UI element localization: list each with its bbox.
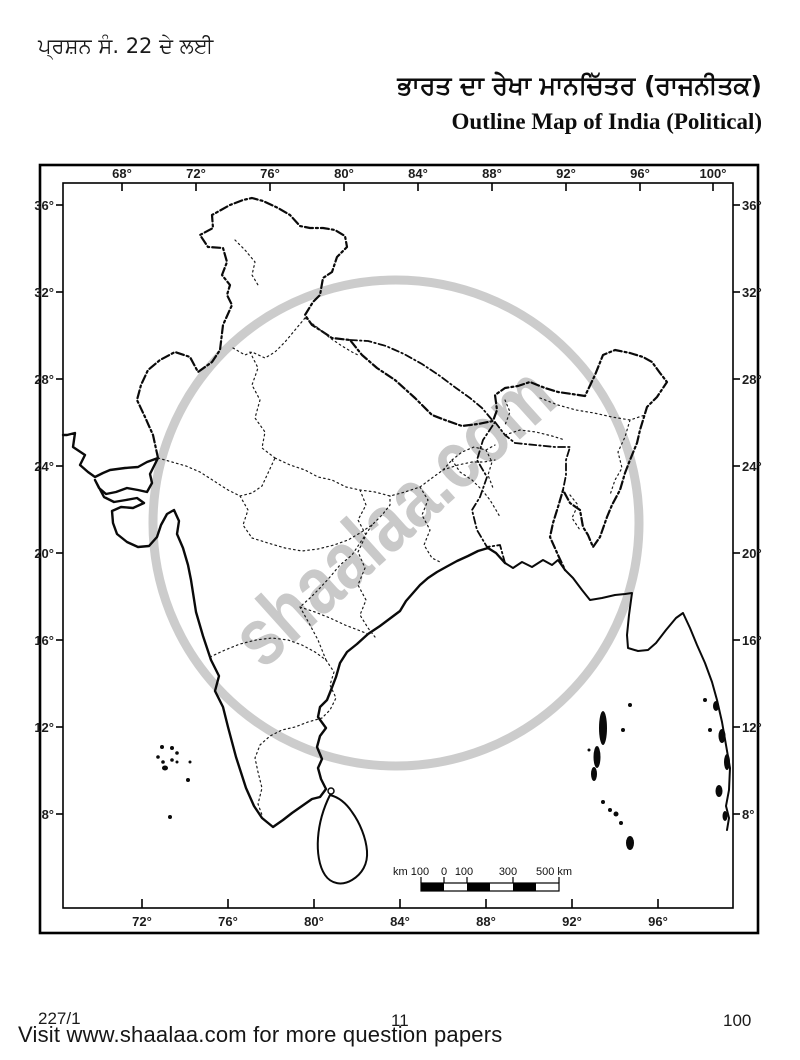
latitude-labels-left: 36° 32° 28° 24° 20° 16° 12° 8° [34,198,54,822]
lon-label-top: 80° [334,166,354,181]
lon-label-bottom: 96° [648,914,668,929]
longitude-labels-bottom: 72° 76° 80° 84° 88° 92° 96° [132,914,668,929]
nepal-north-border [349,339,494,422]
lat-label-right: 24° [742,459,762,474]
watermark-circle [148,275,644,771]
watermark-text: shaalaa.com [214,349,572,684]
watermark: shaalaa.com [148,275,644,771]
scale-label: 500 km [536,866,572,878]
lon-label-top: 72° [186,166,206,181]
lat-label-left: 12° [34,720,54,735]
lat-label-left: 32° [34,285,54,300]
scale-label: 300 [499,866,517,878]
lon-label-top: 92° [556,166,576,181]
lat-label-right: 28° [742,372,762,387]
lon-label-top: 88° [482,166,502,181]
lon-label-top: 84° [408,166,428,181]
india-coast-path [61,431,507,829]
scale-label: km 100 [393,866,429,878]
lon-label-bottom: 88° [476,914,496,929]
footer-row: 227/1 11 100 [0,1009,800,1030]
title-block: ਭਾਰਤ ਦਾ ਰੇਖਾ ਮਾਨਚਿੱਤਰ (ਰਾਜਨੀਤਕ) Outline … [397,72,762,135]
total-marks: 100 [723,1011,752,1030]
question-note: ਪ੍ਰਸ਼ਨ ਸੰ. 22 ਦੇ ਲਈ [38,34,214,58]
lon-label-top: 100° [700,166,727,181]
lat-label-right: 12° [742,720,762,735]
lat-label-left: 36° [34,198,54,213]
lon-label-top: 68° [112,166,132,181]
promo-link-text[interactable]: Visit www.shaalaa.com for more question … [18,1022,503,1047]
lat-label-left: 28° [34,372,54,387]
paper-code: 227/1 [38,1009,81,1028]
lat-label-right: 16° [742,633,762,648]
lat-label-left: 8° [42,807,54,822]
lon-label-bottom: 92° [562,914,582,929]
lon-label-bottom: 76° [218,914,238,929]
page-title-english: Outline Map of India (Political) [451,108,763,134]
scale-label: 100 [455,866,473,878]
lat-label-left: 20° [34,546,54,561]
page-number: 11 [391,1011,409,1030]
state-boundaries [157,239,646,816]
jaffna-islet-ring [327,787,335,795]
neighbour-coast-path [504,559,731,831]
map-outer-border [38,163,760,935]
longitude-labels-top: 68° 72° 76° 80° 84° 88° 92° 96° 100° [112,166,726,181]
lon-label-bottom: 72° [132,914,152,929]
india-coastline [61,196,731,885]
bangladesh-border [471,421,571,564]
graticule-ticks [56,183,740,908]
lat-label-right: 32° [742,285,762,300]
lon-label-bottom: 80° [304,914,324,929]
international-border [135,196,669,572]
islands [156,698,730,850]
page-title-punjabi: ਭਾਰਤ ਦਾ ਰੇਖਾ ਮਾਨਚਿੱਤਰ (ਰਾਜਨੀਤਕ) [397,71,762,100]
lat-label-left: 24° [34,459,54,474]
map-inner-frame [62,182,734,909]
lon-label-top: 96° [630,166,650,181]
lat-label-left: 16° [34,633,54,648]
lon-label-bottom: 84° [390,914,410,929]
scale-bar: km 100 0 100 300 500 km [393,866,572,892]
lat-label-right: 20° [742,546,762,561]
latitude-labels-right: 36° 32° 28° 24° 20° 16° 12° 8° [742,198,762,822]
lat-label-right: 36° [742,198,762,213]
lat-label-right: 8° [742,807,754,822]
sri-lanka-outline [316,794,369,885]
scale-label: 0 [441,866,447,878]
lon-label-top: 76° [260,166,280,181]
